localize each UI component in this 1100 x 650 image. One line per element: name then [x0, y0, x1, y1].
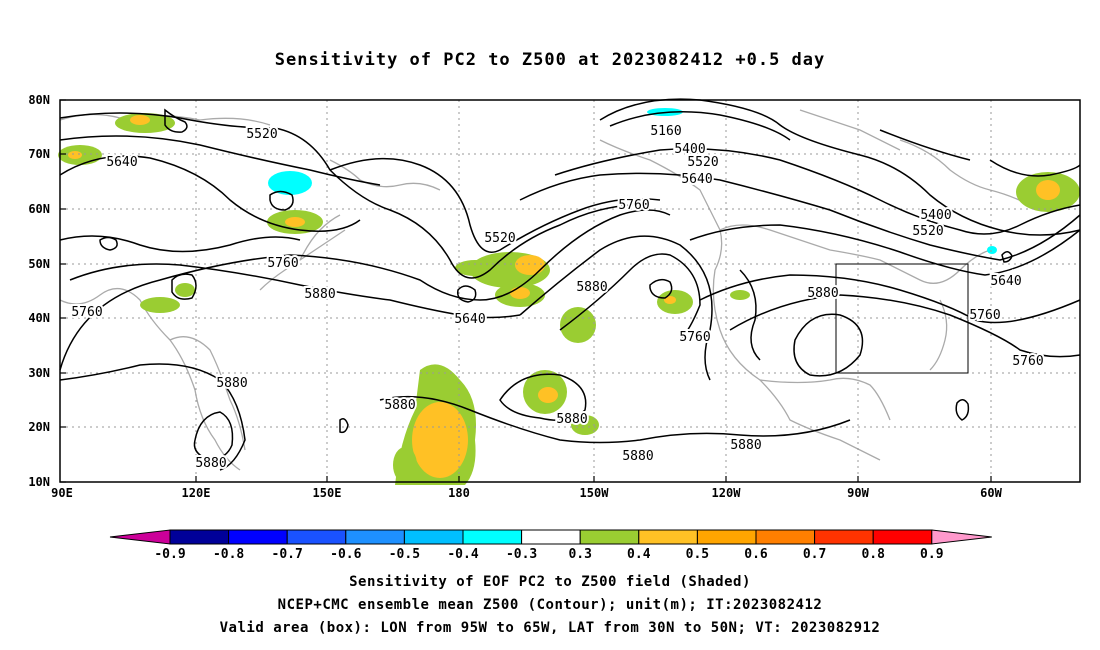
colorbar-segment	[228, 529, 288, 545]
lon-labels: 90E 120E 150E 180 150W 120W 90W 60W	[51, 486, 1002, 500]
contour-label-c5760-b: 5760	[267, 256, 298, 271]
contour-label-c5760-d: 5760	[969, 308, 1000, 323]
contour-label-c5880-a: 5880	[304, 287, 335, 302]
lat-labels: 80N 70N 60N 50N 40N 30N 20N 10N	[28, 93, 50, 489]
contour-label-c5640-a: 5640	[106, 155, 137, 170]
lat-label: 70N	[28, 147, 50, 161]
colorbar-low-extend	[109, 529, 171, 545]
colorbar-segment	[872, 529, 933, 545]
lon-label: 120E	[182, 486, 211, 500]
contour-label-c5880-c: 5880	[807, 286, 838, 301]
lat-label: 80N	[28, 93, 50, 107]
lat-label: 30N	[28, 366, 50, 380]
contour-label-c5880-d: 5880	[216, 376, 247, 391]
contour-label-c5520-a: 5520	[246, 127, 277, 142]
contour-label-c5520-c: 5520	[484, 231, 515, 246]
lon-label: 150E	[313, 486, 342, 500]
contour-label-c5880-h: 5880	[730, 438, 761, 453]
caption-valid-area: Valid area (box): LON from 95W to 65W, L…	[219, 620, 881, 636]
colorbar-segment	[814, 529, 874, 545]
colorbar-label: 0.5	[686, 547, 709, 562]
contour-label-c5760-e: 5760	[679, 330, 710, 345]
colorbar-segment	[462, 529, 523, 545]
colorbar-label: 0.9	[920, 547, 943, 562]
colorbar-label: -0.4	[447, 547, 478, 562]
contour-label-c5640-b: 5640	[681, 172, 712, 187]
z500-contours	[59, 98, 1081, 471]
lat-label: 60N	[28, 202, 50, 216]
contour-label-c5880-f: 5880	[556, 412, 587, 427]
colorbar-label: -0.6	[330, 547, 361, 562]
colorbar-label: 0.7	[803, 547, 826, 562]
contour-label-c5880-g: 5880	[622, 449, 653, 464]
contour-label-c5880-e: 5880	[384, 398, 415, 413]
colorbar-segment	[286, 529, 347, 545]
colorbar-segment	[579, 529, 640, 545]
colorbar-label: -0.7	[272, 547, 303, 562]
lat-label: 40N	[28, 311, 50, 325]
lon-label: 60W	[980, 486, 1002, 500]
colorbar-high-extend	[931, 529, 992, 545]
contour-label-c5880-b: 5880	[576, 280, 607, 295]
tick-marks	[60, 99, 992, 483]
lon-label: 90E	[51, 486, 73, 500]
contour-label-c5760-f: 5760	[1012, 354, 1043, 369]
lat-label: 20N	[28, 420, 50, 434]
colorbar-label: 0.3	[568, 547, 591, 562]
contour-label-c5760-c: 5760	[71, 305, 102, 320]
graticule	[60, 100, 1080, 482]
lon-label: 120W	[712, 486, 742, 500]
lon-label: 150W	[580, 486, 610, 500]
contour-label-c5880-i: 5880	[195, 456, 226, 471]
colorbar-segment	[169, 529, 230, 545]
lon-label: 180	[448, 486, 470, 500]
colorbar-segment	[638, 529, 698, 545]
colorbar-segment	[521, 529, 581, 545]
contour-label-c5400-a: 5400	[674, 142, 705, 157]
colorbar-label: -0.9	[154, 547, 185, 562]
colorbar-label: -0.5	[389, 547, 420, 562]
colorbar-label: 0.8	[861, 547, 885, 562]
colorbar-label: 0.4	[627, 547, 651, 562]
lon-label: 90W	[847, 486, 869, 500]
colorbar-segment	[696, 529, 757, 545]
colorbar-label: 0.6	[744, 547, 768, 562]
caption-shading: Sensitivity of EOF PC2 to Z500 field (Sh…	[349, 574, 751, 590]
contour-label-c5760-a: 5760	[618, 198, 649, 213]
contour-label-c5640-c: 5640	[454, 312, 485, 327]
contour-label-c5520-b: 5520	[687, 155, 718, 170]
contour-labels: 5520564051605400552056405760552054005520…	[69, 122, 1045, 473]
contour-label-c5160: 5160	[650, 124, 681, 139]
coastlines	[59, 109, 1031, 471]
contour-label-c5520-d: 5520	[912, 224, 943, 239]
lat-label: 10N	[28, 475, 50, 489]
lat-label: 50N	[28, 257, 50, 271]
colorbar-label: -0.3	[506, 547, 537, 562]
map-title: Sensitivity of PC2 to Z500 at 2023082412…	[274, 50, 826, 70]
shaded-sensitivity	[58, 108, 1080, 485]
colorbar-label: -0.8	[213, 547, 244, 562]
contour-label-c5640-d: 5640	[990, 274, 1021, 289]
map-frame	[59, 99, 1081, 483]
colorbar-segment	[345, 529, 405, 545]
caption-contour: NCEP+CMC ensemble mean Z500 (Contour); u…	[277, 597, 823, 613]
contour-label-c5400-b: 5400	[920, 208, 951, 223]
colorbar-segment	[755, 529, 816, 545]
colorbar: -0.9 -0.8 -0.7 -0.6 -0.5 -0.4 -0.3 0.3 0.4 0.5 0.6…	[109, 529, 992, 562]
valid-area-box	[835, 263, 969, 374]
colorbar-segment	[403, 529, 464, 545]
